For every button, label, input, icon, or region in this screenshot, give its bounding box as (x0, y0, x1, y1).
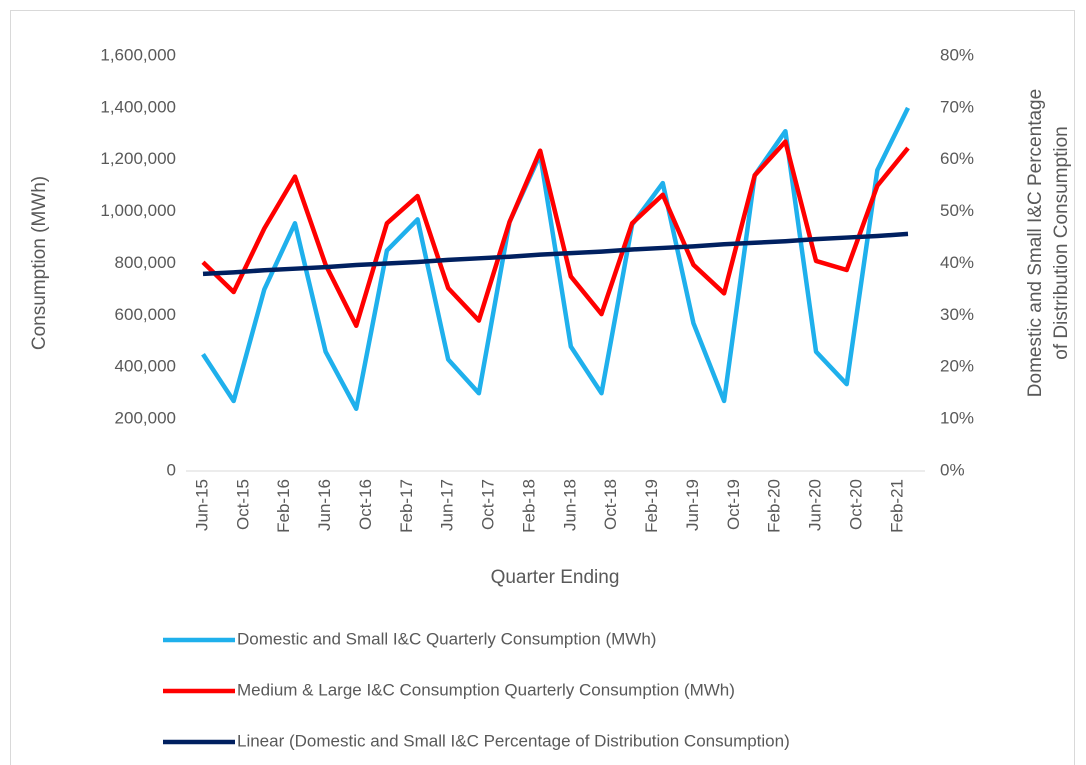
y2-tick-label: 20% (940, 357, 974, 376)
x-tick-label: Jun-15 (192, 479, 211, 531)
chart-frame (10, 10, 1075, 765)
y-axis-title: Consumption (MWh) (29, 176, 50, 350)
x-tick-label: Jun-17 (438, 479, 457, 531)
x-tick-label: Oct-20 (846, 479, 865, 530)
y-tick-label: 200,000 (115, 409, 176, 428)
x-tick-label: Oct-18 (601, 479, 620, 530)
x-tick-label: Jun-20 (806, 479, 825, 531)
legend-label: Medium & Large I&C Consumption Quarterly… (237, 680, 735, 699)
y2-tick-label: 60% (940, 149, 974, 168)
y-tick-label: 1,000,000 (100, 201, 176, 220)
x-tick-label: Feb-20 (765, 479, 784, 533)
x-tick-label: Oct-17 (479, 479, 498, 530)
x-tick-label: Feb-18 (519, 479, 538, 533)
x-tick-label: Jun-16 (315, 479, 334, 531)
x-tick-label: Oct-19 (724, 479, 743, 530)
x-tick-label: Feb-19 (642, 479, 661, 533)
x-tick-label: Oct-16 (356, 479, 375, 530)
y2-tick-label: 0% (940, 460, 965, 479)
y2-tick-label: 30% (940, 305, 974, 324)
y2-axis-title: of Distribution Consumption (1051, 126, 1072, 359)
x-tick-label: Feb-16 (274, 479, 293, 533)
legend-label: Linear (Domestic and Small I&C Percentag… (237, 731, 790, 750)
x-tick-label: Jun-19 (683, 479, 702, 531)
y2-axis-title: Domestic and Small I&C Percentage (1025, 89, 1046, 397)
x-tick-label: Feb-17 (397, 479, 416, 533)
y2-tick-label: 70% (940, 97, 974, 116)
x-tick-label: Oct-15 (233, 479, 252, 530)
series-line (201, 139, 910, 328)
y2-tick-label: 80% (940, 45, 974, 64)
y-tick-label: 1,400,000 (100, 97, 176, 116)
y-tick-label: 400,000 (115, 357, 176, 376)
y2-tick-label: 50% (940, 201, 974, 220)
y2-tick-label: 10% (940, 409, 974, 428)
y-tick-label: 600,000 (115, 305, 176, 324)
x-axis-title: Quarter Ending (491, 567, 620, 588)
x-tick-label: Feb-21 (887, 479, 906, 533)
legend-label: Domestic and Small I&C Quarterly Consump… (237, 629, 656, 648)
x-tick-label: Jun-18 (560, 479, 579, 531)
y-tick-label: 800,000 (115, 253, 176, 272)
y-tick-label: 1,200,000 (100, 149, 176, 168)
y-tick-label: 1,600,000 (100, 45, 176, 64)
series-line (202, 231, 909, 277)
y2-tick-label: 40% (940, 253, 974, 272)
y-tick-label: 0 (167, 460, 176, 479)
